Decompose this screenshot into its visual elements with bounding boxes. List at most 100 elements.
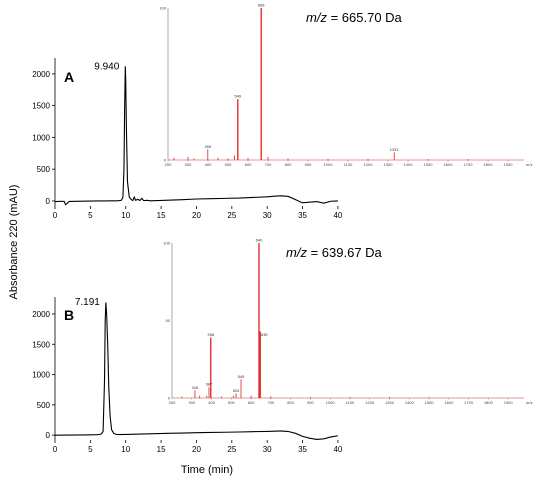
chromatogram-trace [54, 66, 338, 206]
y-tick-label: 1500 [32, 340, 50, 349]
mass-peak-label: 635 [261, 332, 268, 337]
mz-value: 665.70 Da [342, 10, 403, 25]
y-tick-label: 1500 [32, 102, 50, 111]
mass-peak-label: 549 [234, 94, 241, 99]
y-tick-label: 2000 [32, 310, 50, 319]
inset-x-unit: m/z [526, 400, 532, 405]
x-tick-label: 15 [157, 445, 166, 454]
inset-x-tick-label: 900 [307, 400, 314, 405]
inset-x-tick-label: 500 [228, 400, 235, 405]
inset-x-tick-label: 1300 [385, 400, 395, 405]
mass-peak-label: 316 [192, 385, 199, 390]
inset-y-tick-label: 50 [166, 318, 171, 323]
inset-x-tick-label: 900 [305, 162, 312, 167]
mz-equals: = [327, 10, 342, 25]
inset-background [168, 6, 532, 168]
mass-peak-label: 387 [206, 382, 213, 387]
y-tick-label: 1000 [32, 133, 50, 142]
x-tick-label: 25 [227, 211, 236, 220]
inset-x-tick-label: 1600 [444, 162, 454, 167]
x-tick-label: 10 [121, 211, 130, 220]
x-tick-label: 0 [53, 445, 58, 454]
inset-x-tick-label: 800 [285, 162, 292, 167]
mass-peak-label: 1331 [390, 147, 400, 152]
inset-y-tick-label: 100 [163, 241, 170, 246]
x-tick-label: 20 [192, 211, 201, 220]
panel-b-mass-spectrum-inset: 0 50 100 200 300 400 500 600 700 800 900 1000 1100 12… [163, 238, 532, 406]
y-tick-label: 2000 [32, 70, 50, 79]
mz-symbol: m/z [286, 245, 307, 260]
inset-x-tick-label: 1200 [364, 162, 374, 167]
retention-time-label: 7.191 [75, 297, 100, 308]
inset-x-tick-label: 200 [165, 162, 172, 167]
y-tick-label: 0 [46, 197, 51, 206]
x-tick-label: 30 [263, 445, 272, 454]
inset-x-tick-label: 500 [225, 162, 232, 167]
inset-x-tick-label: 300 [188, 400, 195, 405]
panel-a-letter: A [64, 69, 74, 85]
mz-value: 639.67 Da [322, 245, 383, 260]
panel-b-letter: B [64, 307, 74, 323]
mass-peak-label: 666 [258, 3, 265, 8]
inset-x-tick-label: 600 [245, 162, 252, 167]
y-tick-label: 1000 [32, 371, 50, 380]
inset-x-tick-label: 400 [208, 400, 215, 405]
inset-x-tick-label: 800 [287, 400, 294, 405]
inset-x-tick-label: 600 [248, 400, 255, 405]
x-tick-label: 40 [333, 445, 342, 454]
inset-x-unit: m/z [526, 162, 532, 167]
inset-x-tick-label: 1900 [504, 400, 514, 405]
mass-peak-label: 399 [204, 144, 211, 149]
inset-x-tick-label: 400 [205, 162, 212, 167]
mass-result-title: m/z = 639.67 Da [286, 245, 383, 260]
inset-y-tick-label: 0 [168, 396, 171, 401]
inset-x-tick-label: 1800 [484, 162, 494, 167]
x-tick-label: 5 [88, 211, 93, 220]
y-tick-label: 500 [37, 165, 51, 174]
inset-x-tick-label: 1500 [425, 400, 435, 405]
inset-x-tick-label: 700 [268, 400, 275, 405]
mass-peak-label: 640 [256, 238, 263, 243]
mz-symbol: m/z [306, 10, 327, 25]
x-tick-label: 5 [88, 445, 93, 454]
inset-y-tick-label: 100 [159, 6, 166, 11]
x-tick-label: 10 [121, 445, 130, 454]
inset-x-tick-label: 1600 [444, 400, 454, 405]
chromatogram-trace [54, 302, 339, 440]
inset-x-tick-label: 1700 [464, 162, 474, 167]
inset-x-tick-label: 200 [169, 400, 176, 405]
inset-x-tick-label: 1800 [484, 400, 494, 405]
inset-x-tick-label: 700 [265, 162, 272, 167]
inset-x-tick-label: 1000 [324, 162, 334, 167]
x-tick-label: 25 [227, 445, 236, 454]
inset-x-tick-label: 1200 [365, 400, 375, 405]
inset-y-tick-label: 0 [164, 158, 167, 163]
x-tick-label: 35 [298, 211, 307, 220]
inset-x-tick-label: 1500 [424, 162, 434, 167]
x-axis-label: Time (min) [181, 464, 233, 476]
inset-x-tick-label: 300 [185, 162, 192, 167]
mass-result-title: m/z = 665.70 Da [306, 10, 403, 25]
inset-x-tick-label: 1900 [504, 162, 514, 167]
inset-x-tick-label: 1100 [344, 162, 353, 167]
x-tick-label: 15 [157, 211, 166, 220]
mass-peak-label: 549 [238, 374, 245, 379]
x-tick-label: 35 [298, 445, 307, 454]
y-tick-label: 0 [46, 431, 51, 440]
inset-x-tick-label: 1000 [326, 400, 336, 405]
x-tick-label: 0 [53, 211, 58, 220]
panel-a-mass-spectrum-inset: 0 100 200 300 400 500 600 700 800 900 1000 1100 1200… [159, 3, 532, 168]
retention-time-label: 9.940 [94, 61, 119, 72]
mass-peak-label: 524 [233, 388, 240, 393]
x-tick-label: 40 [333, 211, 342, 220]
y-tick-label: 500 [37, 401, 51, 410]
inset-x-tick-label: 1300 [384, 162, 394, 167]
x-tick-label: 20 [192, 445, 201, 454]
inset-x-tick-label: 1100 [346, 400, 355, 405]
mass-peak-label: 396 [207, 332, 214, 337]
x-tick-label: 30 [263, 211, 272, 220]
inset-background [172, 241, 532, 406]
